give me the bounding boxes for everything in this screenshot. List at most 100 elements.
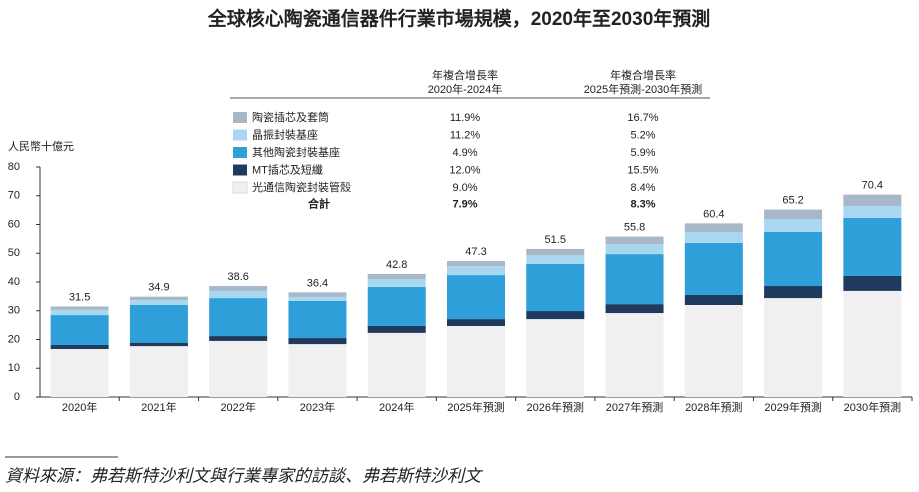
bar-segment: [526, 311, 585, 320]
bar-segment: [526, 319, 585, 397]
bar-segment: [843, 217, 902, 276]
bar-segment: [526, 248, 585, 255]
bar-segment: [843, 290, 902, 397]
total-label: 65.2: [782, 194, 803, 206]
total-label: 60.4: [703, 208, 724, 220]
bar-segment: [367, 286, 426, 326]
cagr-value: 4.9%: [452, 147, 477, 159]
legend-label: 陶瓷插芯及套筒: [252, 110, 329, 124]
cagr-header: 2020年-2024年: [428, 82, 503, 96]
bar-segment: [605, 304, 664, 314]
x-tick-label: 2023年: [300, 400, 335, 414]
y-tick-label: 40: [8, 276, 20, 288]
bar-segment: [367, 332, 426, 397]
x-tick-label: 2021年: [141, 400, 176, 414]
legend-label: 晶振封裝基座: [252, 127, 318, 141]
bar-segment: [764, 209, 823, 220]
bar-segment: [209, 340, 268, 397]
total-cagr: 7.9%: [452, 198, 477, 210]
bar-segment: [605, 313, 664, 397]
legend-swatch: [232, 181, 248, 194]
bar-segment: [367, 279, 426, 287]
x-tick-label: 2025年預測: [447, 400, 504, 414]
bar-segment: [50, 306, 109, 310]
bar-segment: [764, 286, 823, 299]
legend-label: MT插芯及短纖: [252, 162, 323, 176]
bar-segment: [526, 254, 585, 264]
y-tick-label: 80: [8, 161, 20, 173]
bar-segment: [288, 296, 347, 301]
total-cagr: 8.3%: [630, 198, 655, 210]
bar-segment: [50, 315, 109, 345]
bar-segment: [209, 336, 268, 341]
x-tick-label: 2030年預測: [844, 400, 901, 414]
bar-segment: [367, 273, 426, 280]
bar-segment: [367, 325, 426, 333]
legend-swatch: [233, 112, 247, 123]
x-tick-label: 2027年預測: [606, 400, 663, 414]
chart-title: 全球核心陶瓷通信器件行業市場規模，2020年至2030年預測: [207, 7, 711, 30]
bar-segment: [526, 263, 585, 312]
bar-segment: [843, 206, 902, 218]
x-tick-label: 2020年: [62, 400, 97, 414]
bar-segment: [764, 219, 823, 232]
cagr-value: 9.0%: [452, 182, 477, 194]
y-tick-label: 10: [8, 362, 20, 374]
legend-label: 其他陶瓷封裝基座: [252, 145, 340, 159]
bar-segment: [129, 342, 188, 347]
bar-segment: [764, 231, 823, 287]
cagr-value: 12.0%: [449, 164, 480, 176]
x-tick-label: 2028年預測: [685, 400, 742, 414]
cagr-value: 11.9%: [450, 112, 481, 124]
bar-segment: [684, 305, 743, 397]
bar-segment: [447, 325, 505, 397]
cagr-value: 5.9%: [630, 147, 655, 159]
bar-segment: [605, 254, 664, 305]
total-label: 31.5: [69, 291, 90, 303]
bar-segment: [447, 319, 505, 326]
total-label: 38.6: [227, 271, 248, 283]
bar-segment: [447, 266, 505, 276]
bar-segment: [209, 290, 268, 299]
total-label: 36.4: [307, 277, 328, 289]
legend-swatch: [233, 164, 247, 176]
bar-segment: [209, 286, 268, 291]
bar-segment: [684, 223, 743, 232]
x-tick-label: 2022年: [220, 400, 255, 414]
legend-swatch: [233, 147, 247, 158]
bar-segment: [843, 194, 902, 207]
bar-segment: [288, 338, 347, 345]
bar-segment: [50, 309, 109, 316]
bar-segment: [50, 344, 109, 349]
bar-segment: [447, 261, 505, 267]
y-tick-label: 50: [8, 247, 20, 259]
bar-segment: [288, 344, 347, 397]
bar-segment: [209, 298, 268, 337]
bar-segment: [684, 231, 743, 243]
bar-segment: [605, 236, 664, 245]
bar-segment: [605, 244, 664, 255]
y-tick-label: 70: [8, 190, 20, 202]
cagr-header: 年複合增長率: [432, 68, 498, 82]
cagr-value: 11.2%: [450, 129, 481, 141]
cagr-value: 8.4%: [630, 182, 655, 194]
bar-segment: [288, 300, 347, 339]
source: 資料來源：弗若斯特沙利文與行業專家的訪談、弗若斯特沙利文: [5, 466, 484, 485]
bar-segment: [684, 294, 743, 305]
total-label: 34.9: [148, 282, 169, 294]
cagr-value: 5.2%: [630, 129, 655, 141]
cagr-value: 16.7%: [627, 112, 658, 124]
bar-segment: [129, 296, 188, 301]
bar-segment: [50, 348, 109, 397]
bar-segment: [129, 305, 188, 343]
bar-segment: [129, 346, 188, 397]
total-row-label: 合計: [308, 196, 330, 210]
total-label: 51.5: [545, 234, 566, 246]
y-tick-label: 60: [8, 218, 20, 230]
y-tick-label: 0: [14, 391, 20, 403]
x-tick-label: 2026年預測: [527, 400, 584, 414]
bar-segment: [288, 292, 347, 297]
bar-segment: [129, 300, 188, 305]
legend-swatch: [233, 129, 247, 141]
